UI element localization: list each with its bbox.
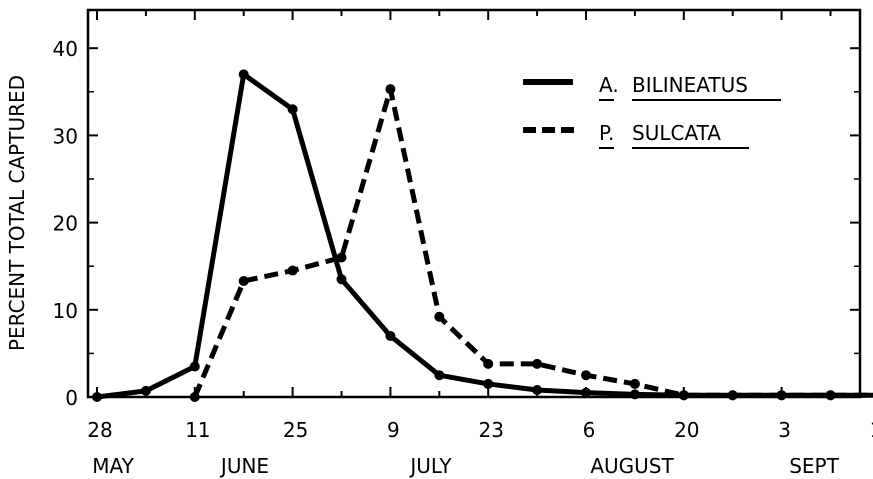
x-tick-label: 28 [87,418,112,442]
data-point-p-sulcata [532,358,543,369]
data-point-a-bilineatus [140,385,151,396]
data-point-p-sulcata [238,276,249,287]
data-point-p-sulcata [287,265,298,276]
series-line-p-sulcata [192,86,873,398]
data-point-p-sulcata [189,392,200,402]
data-point-a-bilineatus [629,389,640,400]
data-point-a-bilineatus [385,330,396,341]
x-tick-label: 3 [778,418,791,442]
month-label: AUGUST [590,454,674,478]
x-tick-label: 20 [674,418,699,442]
data-point-p-sulcata [385,84,396,95]
data-point-p-sulcata [336,252,347,263]
data-point-a-bilineatus [336,274,347,285]
month-label: JULY [408,454,452,478]
x-tick-label: 17 [870,418,873,442]
x-tick-label: 23 [478,418,503,442]
series-layer [92,69,873,402]
legend-prefix-a-bilineatus: A. [599,73,619,97]
data-point-p-sulcata [581,370,591,381]
data-point-a-bilineatus [287,104,298,115]
y-tick-label: 0 [65,386,78,410]
data-point-p-sulcata [678,390,689,401]
y-axis-label: PERCENT TOTAL CAPTURED [5,75,29,351]
data-point-a-bilineatus [189,361,200,372]
y-tick-label: 30 [53,124,78,148]
x-tick-label: 6 [583,418,596,442]
data-point-p-sulcata [434,311,445,322]
y-tick-label: 10 [53,299,78,323]
data-point-p-sulcata [776,390,787,401]
data-point-p-sulcata [727,390,738,401]
data-point-p-sulcata [629,378,640,389]
y-tick-label: 20 [53,212,78,236]
plot-frame [86,8,862,399]
y-tick-label: 40 [53,37,78,61]
x-tick-label: 11 [185,418,210,442]
legend-prefix-p-sulcata: P. [599,121,614,145]
data-point-a-bilineatus [92,392,102,402]
month-label: MAY [92,454,134,478]
legend-label-a-bilineatus: BILINEATUS [632,73,748,97]
legend-label-p-sulcata: SULCATA [632,121,721,145]
x-tick-label: 9 [387,418,400,442]
data-point-a-bilineatus [581,387,591,398]
axes: 0 10 20 30 40 PERCENT TOTAL CAPTURED 28 11 25 9 23… [5,8,873,478]
data-point-a-bilineatus [238,69,249,80]
data-point-p-sulcata [825,390,836,401]
x-tick-label: 25 [283,418,308,442]
data-point-a-bilineatus [483,378,494,389]
data-point-a-bilineatus [532,385,543,396]
month-label: SEPT [789,454,839,478]
data-point-a-bilineatus [434,370,445,381]
month-label: JUNE [219,454,269,478]
legend: A. BILINEATUS P. SULCATA [523,73,781,149]
data-point-p-sulcata [483,358,494,369]
